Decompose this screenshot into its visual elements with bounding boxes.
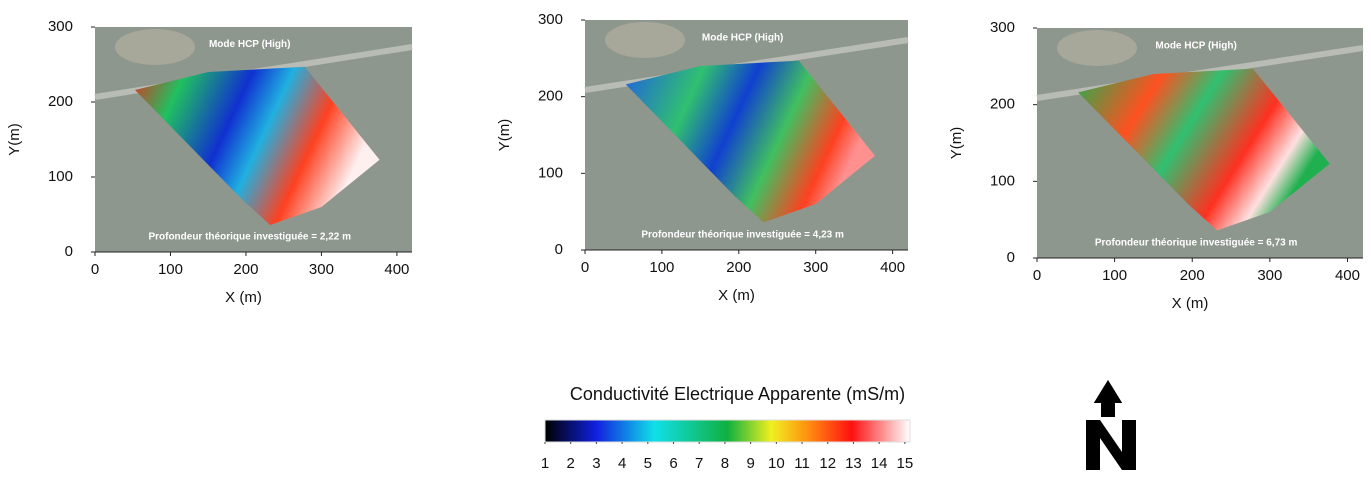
y-axis-label: Y(m) — [496, 119, 513, 152]
map-title: Mode HCP (High) — [702, 32, 783, 43]
colorbar-tick-label: 7 — [695, 455, 703, 472]
conductivity-field — [1078, 68, 1330, 231]
depth-annotation: Profondeur théorique investiguée = 2,22 … — [148, 232, 351, 243]
colorbar-tick-label: 10 — [768, 455, 785, 472]
y-tick-label: 200 — [990, 96, 1015, 113]
y-tick-label: 0 — [65, 243, 73, 260]
conductivity-field — [135, 66, 380, 225]
depth-annotation: Profondeur théorique investiguée = 6,73 … — [1095, 237, 1298, 248]
y-axis-label: Y(m) — [6, 123, 23, 156]
y-tick-label: 200 — [538, 88, 563, 105]
y-axis-label: Y(m) — [948, 127, 965, 160]
colorbar — [544, 419, 911, 443]
colorbar-title: Conductivité Electrique Apparente (mS/m) — [570, 384, 905, 404]
x-tick-label: 400 — [384, 261, 409, 278]
colorbar-tick-label: 3 — [592, 455, 600, 472]
colorbar-tick-label: 2 — [567, 455, 575, 472]
y-tick-label: 200 — [48, 93, 73, 110]
x-tick-label: 400 — [880, 259, 905, 276]
conductivity-field — [625, 60, 875, 223]
x-axis-label: X (m) — [225, 289, 262, 306]
depth-annotation: Profondeur théorique investiguée = 4,23 … — [641, 229, 844, 240]
x-tick-label: 100 — [649, 259, 674, 276]
y-tick-label: 100 — [990, 172, 1015, 189]
y-tick-label: 300 — [990, 19, 1015, 36]
x-tick-label: 300 — [1257, 267, 1282, 284]
field-feature — [115, 29, 195, 65]
x-tick-label: 100 — [158, 261, 183, 278]
colorbar-tick-label: 11 — [794, 455, 810, 472]
colorbar-tick-label: 8 — [721, 455, 729, 472]
colorbar-tick-label: 12 — [819, 455, 836, 472]
colorbar-tick-label: 9 — [746, 455, 754, 472]
x-tick-label: 300 — [803, 259, 828, 276]
y-tick-label: 100 — [538, 164, 563, 181]
field-feature — [1057, 30, 1137, 66]
y-tick-label: 300 — [538, 11, 563, 28]
colorbar-tick-label: 15 — [897, 455, 914, 472]
x-tick-label: 400 — [1335, 267, 1360, 284]
x-tick-label: 200 — [233, 261, 258, 278]
map-title: Mode HCP (High) — [1155, 40, 1236, 51]
north-arrow — [1086, 376, 1136, 470]
colorbar-tick-label: 14 — [871, 455, 888, 472]
map-title: Mode HCP (High) — [209, 39, 290, 50]
x-axis-label: X (m) — [1172, 295, 1209, 312]
x-tick-label: 200 — [1180, 267, 1205, 284]
colorbar-tick-label: 1 — [541, 455, 549, 472]
y-tick-label: 0 — [1007, 249, 1015, 266]
colorbar-tick-label: 6 — [669, 455, 677, 472]
colorbar-tick-label: 4 — [618, 455, 626, 472]
x-tick-label: 0 — [91, 261, 99, 278]
x-tick-label: 0 — [1033, 267, 1041, 284]
y-tick-label: 300 — [48, 18, 73, 35]
x-axis-label: X (m) — [718, 287, 755, 304]
field-feature — [605, 22, 685, 58]
x-tick-label: 100 — [1102, 267, 1127, 284]
x-tick-label: 300 — [309, 261, 334, 278]
colorbar-tick-label: 13 — [845, 455, 862, 472]
y-tick-label: 0 — [555, 241, 563, 258]
y-tick-label: 100 — [48, 168, 73, 185]
x-tick-label: 200 — [726, 259, 751, 276]
x-tick-label: 0 — [581, 259, 589, 276]
colorbar-tick-label: 5 — [644, 455, 652, 472]
